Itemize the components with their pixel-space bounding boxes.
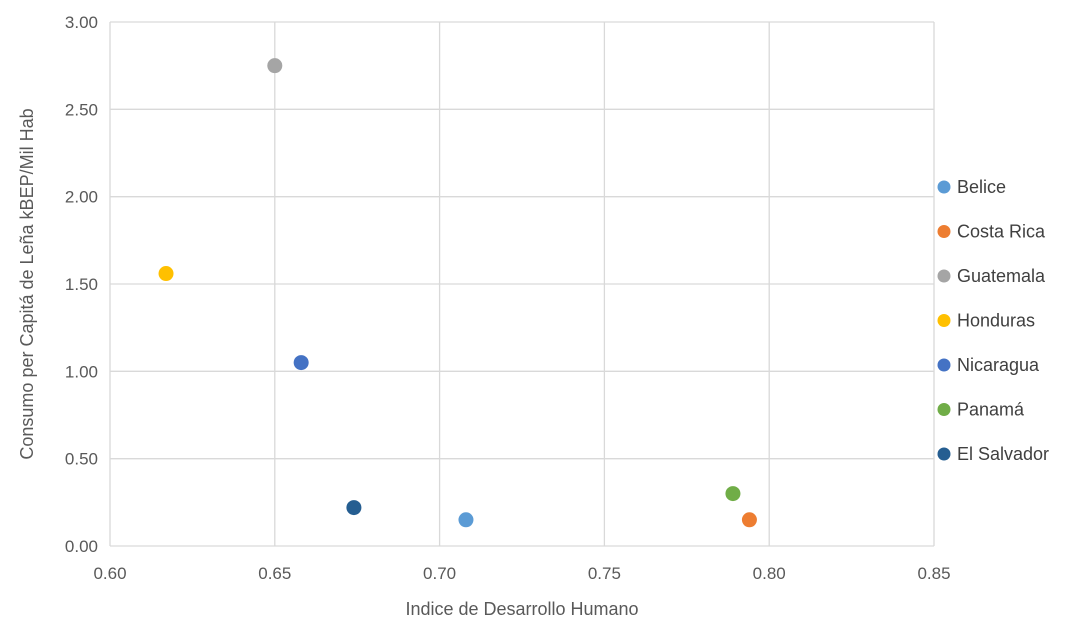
legend-marker — [937, 447, 951, 461]
x-tick-label: 0.85 — [917, 564, 950, 583]
legend-marker — [937, 225, 951, 238]
y-tick-label: 0.00 — [65, 537, 98, 556]
y-tick-label: 3.00 — [65, 13, 98, 32]
y-axis-title: Consumo per Capitá de Leña kBEP/Mil Hab — [17, 108, 37, 459]
legend-marker — [937, 314, 951, 327]
legend-label: Belice — [957, 177, 1006, 197]
y-tick-label: 1.00 — [65, 362, 98, 381]
y-tick-label: 1.50 — [65, 275, 98, 294]
point-guatemala — [267, 58, 283, 74]
x-tick-label: 0.80 — [753, 564, 786, 583]
x-tick-label: 0.60 — [93, 564, 126, 583]
tick-labels: 0.00 0.50 1.00 1.50 2.00 2.50 3.00 0.60 0.65 0.70… — [65, 13, 951, 583]
point-el-salvador — [346, 500, 362, 516]
point-honduras — [158, 266, 174, 282]
legend-label: Nicaragua — [957, 355, 1040, 375]
data-points — [158, 58, 757, 528]
gridlines — [109, 21, 935, 547]
legend-marker — [937, 180, 951, 194]
y-tick-label: 2.00 — [65, 188, 98, 207]
legend-label: Costa Rica — [957, 222, 1046, 242]
legend-label: El Salvador — [957, 444, 1049, 464]
point-nicaragua — [293, 355, 309, 371]
point-belice — [458, 512, 474, 528]
legend-label: Panamá — [957, 400, 1025, 420]
legend-marker — [937, 269, 951, 283]
legend-marker — [937, 403, 951, 416]
x-tick-label: 0.75 — [588, 564, 621, 583]
legend-marker — [937, 358, 951, 372]
y-tick-label: 0.50 — [65, 450, 98, 469]
legend-label: Honduras — [957, 311, 1035, 331]
x-axis-title: Indice de Desarrollo Humano — [405, 599, 638, 619]
legend-label: Guatemala — [957, 266, 1046, 286]
point-panamá — [725, 486, 741, 502]
x-tick-label: 0.70 — [423, 564, 456, 583]
legend: Belice Costa Rica Guatemala Honduras Nicarag… — [937, 177, 1049, 464]
y-tick-label: 2.50 — [65, 100, 98, 119]
point-costa-rica — [741, 512, 757, 528]
x-tick-label: 0.65 — [258, 564, 291, 583]
